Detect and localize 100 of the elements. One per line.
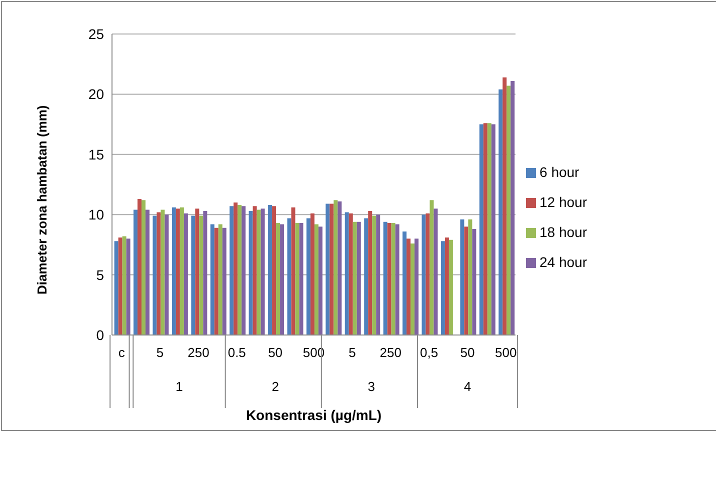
bar [218, 224, 222, 335]
legend-label: 12 hour [540, 194, 587, 210]
bar [448, 240, 453, 335]
x-tick-label: 250 [380, 345, 402, 360]
bar [299, 223, 304, 335]
bar [348, 213, 353, 335]
bar [195, 208, 200, 335]
bar [295, 223, 300, 335]
bar [272, 206, 276, 335]
bar [180, 207, 184, 335]
bar [440, 241, 445, 335]
bar [164, 214, 169, 335]
bar [410, 243, 415, 335]
bar [138, 198, 142, 335]
y-tick-label: 25 [88, 26, 104, 42]
bar [506, 86, 511, 335]
x-tick-label: 50 [268, 345, 283, 360]
bar [310, 213, 314, 335]
bar [391, 223, 396, 335]
x-tick-label: 500 [302, 345, 325, 360]
x-tick-label: 50 [460, 345, 475, 360]
bar [191, 216, 196, 335]
bar [502, 77, 507, 335]
bar [356, 222, 361, 335]
bar [152, 216, 157, 335]
x-tick-label: 0.5 [228, 345, 246, 360]
bar [126, 238, 130, 335]
bar [306, 218, 310, 335]
bar [134, 210, 138, 335]
bar [122, 236, 126, 335]
x-tick-label: 5 [156, 345, 164, 360]
bar [268, 204, 272, 335]
bar [344, 212, 349, 335]
y-tick-label: 5 [96, 266, 104, 283]
bar [156, 212, 161, 335]
bar [338, 201, 342, 335]
bar [479, 124, 484, 335]
bar [472, 229, 476, 335]
bar [426, 213, 430, 335]
bar [430, 200, 434, 335]
bar [352, 222, 357, 335]
bar [383, 222, 388, 335]
bar [368, 210, 372, 335]
bar [199, 216, 204, 335]
bar [260, 208, 265, 335]
text: 3 [368, 379, 376, 394]
bar [414, 238, 419, 335]
x-axis-title: Konsentrasi (µg/mL) [246, 407, 382, 423]
x-tick-label: 500 [495, 345, 517, 360]
bar [387, 223, 392, 335]
bar [176, 208, 180, 335]
bar [510, 80, 515, 335]
y-tick-label: 20 [88, 86, 104, 102]
bar [314, 224, 318, 335]
bar [318, 226, 322, 335]
bar [460, 219, 464, 335]
legend-label: 6 hour [540, 164, 580, 180]
bar [210, 224, 214, 335]
bar [248, 210, 253, 335]
bar [291, 207, 296, 335]
x-tick-label: 5 [348, 345, 356, 360]
bar [142, 200, 146, 335]
bar [160, 210, 165, 335]
y-tick-label: 0 [96, 326, 104, 343]
bar [406, 238, 411, 335]
bar [222, 228, 226, 335]
bar [238, 204, 242, 335]
text: 4 [464, 379, 472, 394]
bar [330, 204, 334, 335]
text: 2 [272, 379, 279, 394]
bar [234, 202, 238, 335]
bar [372, 216, 376, 335]
bar [487, 123, 492, 335]
bar [172, 207, 176, 335]
bar [434, 208, 438, 335]
bar [334, 200, 338, 335]
bar [252, 206, 257, 335]
bar [444, 237, 449, 335]
legend-label: 18 hour [540, 224, 587, 240]
bar [376, 214, 380, 335]
bar [422, 214, 426, 335]
y-tick-label: 15 [88, 146, 104, 162]
text: 1 [176, 379, 183, 394]
bar [203, 210, 208, 335]
bar [214, 228, 218, 335]
legend-label: 24 hour [540, 254, 587, 270]
bar [468, 219, 472, 335]
bar [280, 224, 284, 335]
x-tick-label: c [118, 345, 126, 360]
bar [242, 206, 246, 335]
bar [256, 210, 261, 335]
y-axis-title: Diameter zona hambatan (mm) [34, 105, 50, 294]
x-tick-label: 250 [188, 345, 210, 360]
bar [230, 206, 234, 335]
bar [118, 237, 122, 335]
bar [114, 241, 118, 335]
bar [146, 210, 150, 335]
bar [483, 123, 488, 335]
bar [402, 231, 407, 335]
y-tick-label: 10 [88, 206, 104, 223]
